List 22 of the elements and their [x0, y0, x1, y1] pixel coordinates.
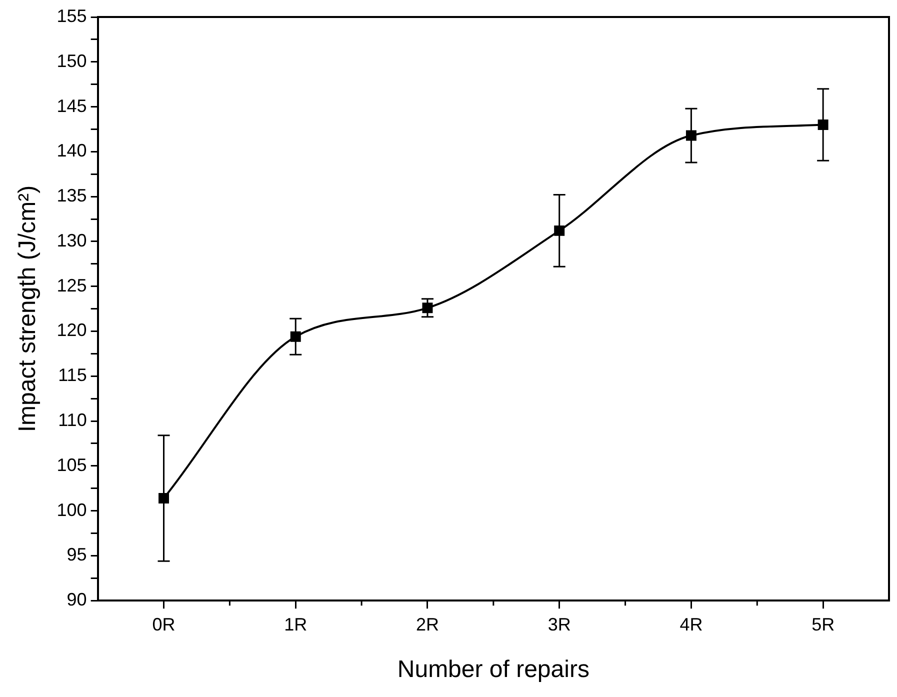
y-axis-title: Impact strength (J/cm²) [14, 185, 42, 432]
x-tick-label: 3R [548, 614, 571, 634]
y-tick-label: 135 [56, 186, 87, 206]
y-tick-label: 150 [56, 50, 87, 71]
x-tick-label: 2R [416, 614, 439, 634]
x-axis-title: Number of repairs [397, 656, 590, 684]
y-tick-label: 110 [58, 410, 87, 430]
x-tick-label: 0R [152, 614, 176, 634]
x-tick-label: 1R [284, 614, 308, 634]
y-tick-label: 130 [56, 230, 87, 250]
x-tick-label: 5R [812, 614, 835, 634]
x-tick-label: 4R [680, 614, 703, 634]
y-tick-label: 155 [56, 6, 87, 26]
y-tick-label: 90 [66, 590, 87, 610]
y-tick-label: 120 [56, 320, 87, 340]
y-tick-label: 105 [56, 454, 87, 475]
y-tick-label: 95 [66, 544, 87, 565]
y-tick-label: 115 [58, 365, 87, 386]
y-tick-label: 140 [56, 140, 87, 161]
y-tick-label: 145 [56, 96, 87, 116]
y-tick-label: 125 [56, 275, 87, 296]
y-tick-label: 100 [56, 500, 87, 520]
